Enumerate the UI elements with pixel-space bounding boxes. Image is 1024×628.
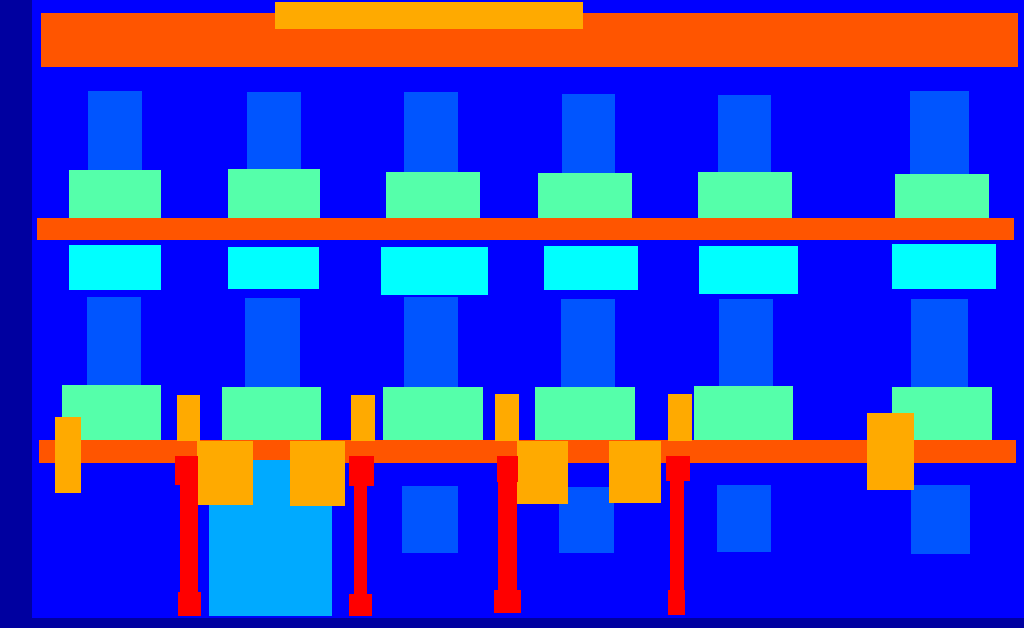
post-base <box>178 592 201 616</box>
accent-block <box>517 441 568 504</box>
tower-lower <box>717 485 771 552</box>
post-stem <box>498 482 517 590</box>
tower-lower <box>911 485 970 554</box>
panel <box>544 246 638 290</box>
post-cap <box>497 456 518 482</box>
post-base <box>494 590 521 613</box>
tower-top <box>404 92 458 172</box>
accent-block <box>867 413 914 490</box>
middle-bar <box>37 218 1014 240</box>
tower-middle <box>719 299 773 388</box>
tower-middle <box>245 298 300 389</box>
tower-top <box>910 91 969 176</box>
block-top <box>386 172 480 227</box>
post-stem <box>180 485 198 592</box>
tower-lower <box>559 487 614 553</box>
post-cap <box>175 456 198 485</box>
post-stem <box>670 481 684 590</box>
tower-top <box>718 95 771 175</box>
panel <box>69 245 161 290</box>
block-bottom <box>222 387 321 444</box>
tower-middle <box>404 297 458 389</box>
accent-small <box>55 417 81 493</box>
panel <box>699 246 798 294</box>
tower-lower <box>402 486 458 553</box>
tower-middle <box>561 299 615 389</box>
post-cap <box>349 456 374 486</box>
accent-small <box>668 394 692 441</box>
block-bottom <box>694 386 793 443</box>
post-base <box>349 594 372 616</box>
tower-middle <box>87 297 141 387</box>
post-base <box>668 590 685 615</box>
post-cap <box>666 456 690 481</box>
accent-block <box>290 441 345 506</box>
post-stem <box>354 486 367 594</box>
top-accent <box>275 2 583 29</box>
accent-small <box>351 395 375 441</box>
tower-top <box>562 94 615 175</box>
accent-block <box>609 441 661 503</box>
accent-small <box>495 394 519 441</box>
panel <box>228 247 319 289</box>
accent-block <box>197 441 253 505</box>
block-top <box>698 172 792 227</box>
block-bottom <box>383 387 483 445</box>
tower-top <box>247 92 301 172</box>
panel <box>381 247 488 295</box>
block-bottom <box>535 387 635 443</box>
tower-middle <box>911 299 968 389</box>
tower-top <box>88 91 142 172</box>
panel <box>892 244 996 289</box>
accent-small <box>177 395 200 441</box>
